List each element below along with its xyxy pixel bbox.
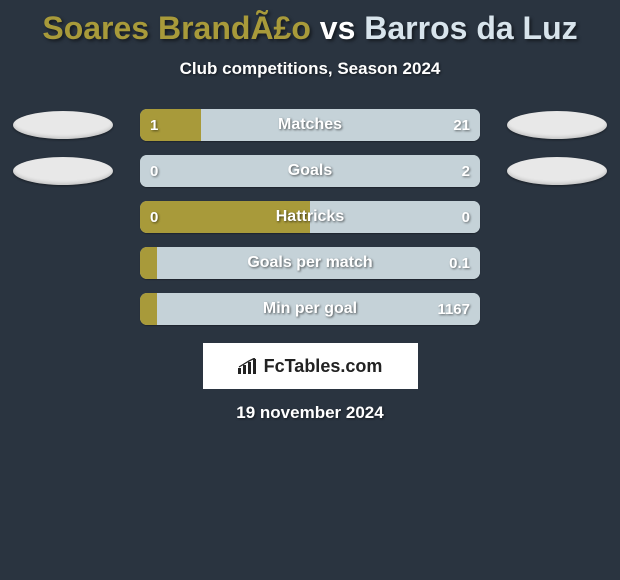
- disc-left: [8, 201, 118, 233]
- stat-label: Min per goal: [140, 293, 480, 325]
- ellipse-icon: [507, 111, 607, 139]
- stat-row: 0.1Goals per match: [0, 247, 620, 279]
- stat-bar: 0.1Goals per match: [140, 247, 480, 279]
- disc-right: [502, 293, 612, 325]
- stat-row: 1167Min per goal: [0, 293, 620, 325]
- disc-left: [8, 109, 118, 141]
- fctables-logo: FcTables.com: [203, 343, 418, 389]
- stat-label: Hattricks: [140, 201, 480, 233]
- stat-bar: 02Goals: [140, 155, 480, 187]
- stats-container: 121Matches 02Goals 00Hattricks 0.1Goals per…: [0, 109, 620, 325]
- chart-icon: [238, 358, 258, 374]
- disc-right: [502, 201, 612, 233]
- subtitle: Club competitions, Season 2024: [0, 59, 620, 79]
- stat-bar: 121Matches: [140, 109, 480, 141]
- logo-text: FcTables.com: [264, 356, 383, 377]
- player-right-name: Barros da Luz: [364, 10, 577, 46]
- stat-row: 00Hattricks: [0, 201, 620, 233]
- stat-row: 02Goals: [0, 155, 620, 187]
- player-left-name: Soares BrandÃ£o: [42, 10, 311, 46]
- disc-right: [502, 155, 612, 187]
- disc-left: [8, 247, 118, 279]
- disc-left: [8, 155, 118, 187]
- stat-bar: 00Hattricks: [140, 201, 480, 233]
- ellipse-icon: [507, 157, 607, 185]
- ellipse-icon: [13, 157, 113, 185]
- disc-right: [502, 109, 612, 141]
- disc-left: [8, 293, 118, 325]
- date-label: 19 november 2024: [0, 403, 620, 423]
- disc-right: [502, 247, 612, 279]
- page-title: Soares BrandÃ£o vs Barros da Luz: [0, 0, 620, 47]
- title-vs: vs: [311, 10, 364, 46]
- ellipse-icon: [13, 111, 113, 139]
- stat-label: Goals: [140, 155, 480, 187]
- stat-bar: 1167Min per goal: [140, 293, 480, 325]
- stat-row: 121Matches: [0, 109, 620, 141]
- stat-label: Goals per match: [140, 247, 480, 279]
- stat-label: Matches: [140, 109, 480, 141]
